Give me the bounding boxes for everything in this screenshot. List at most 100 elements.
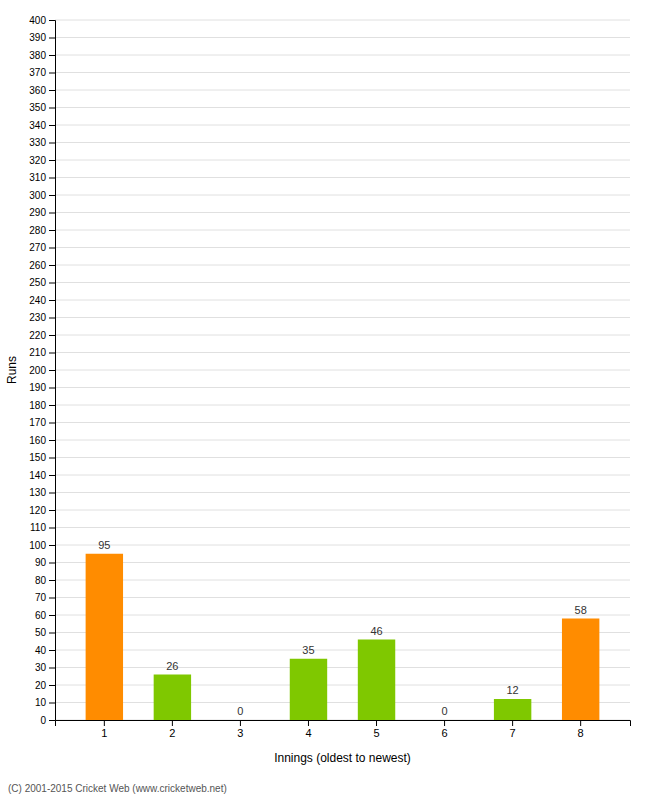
tick: 30	[35, 662, 55, 673]
tick-mark	[49, 458, 55, 459]
tick: 110	[30, 522, 55, 533]
bar	[562, 619, 599, 721]
tick-label: 280	[29, 225, 46, 236]
tick: 240	[29, 295, 55, 306]
tick: 140	[29, 470, 55, 481]
grid-line	[55, 90, 630, 91]
tick-label: 3	[237, 727, 243, 739]
tick-mark	[49, 195, 55, 196]
tick-mark	[376, 720, 377, 726]
tick: 0	[40, 715, 55, 726]
tick: 330	[29, 137, 55, 148]
grid-line	[55, 387, 630, 388]
data-label: 95	[98, 539, 110, 551]
grid-line	[55, 510, 630, 511]
grid-line	[55, 282, 630, 283]
data-labels: 95260354601258	[98, 539, 587, 717]
tick-mark	[49, 73, 55, 74]
grid-line	[55, 230, 630, 231]
tick-label: 230	[29, 312, 46, 323]
tick-label: 110	[30, 522, 46, 533]
bar	[426, 720, 463, 721]
tick-mark	[49, 685, 55, 686]
tick-mark	[49, 108, 55, 109]
tick-mark	[49, 265, 55, 266]
grid-line	[55, 667, 630, 668]
axis-line	[49, 21, 56, 721]
tick-mark	[49, 125, 55, 126]
tick-mark	[49, 178, 55, 179]
tick: 360	[29, 85, 55, 96]
tick: 250	[29, 277, 55, 288]
tick-mark	[49, 230, 55, 231]
grid-line	[55, 317, 630, 318]
tick: 3	[237, 720, 243, 739]
tick-mark	[49, 545, 55, 546]
tick-mark	[512, 720, 513, 726]
tick: 300	[29, 190, 55, 201]
grid-line	[55, 107, 630, 108]
tick: 220	[29, 330, 55, 341]
tick-mark	[49, 633, 55, 634]
tick-mark	[49, 388, 55, 389]
tick-label: 90	[35, 557, 47, 568]
bar	[86, 554, 123, 720]
tick-label: 200	[29, 365, 46, 376]
grid-line	[55, 702, 630, 703]
tick-label: 60	[35, 610, 47, 621]
tick-label: 260	[29, 260, 46, 271]
tick-mark	[49, 650, 55, 651]
grid-line	[55, 405, 630, 406]
axis-line	[56, 721, 631, 727]
tick-mark	[49, 318, 55, 319]
tick-label: 380	[29, 50, 46, 61]
tick: 10	[35, 697, 55, 708]
tick-mark	[49, 300, 55, 301]
tick: 190	[29, 382, 55, 393]
grid-line	[55, 580, 630, 581]
tick-label: 80	[35, 575, 47, 586]
tick: 400	[29, 15, 55, 26]
grid-line	[55, 632, 630, 633]
tick: 90	[35, 557, 55, 568]
tick: 270	[29, 242, 55, 253]
tick-label: 0	[40, 715, 46, 726]
tick: 2	[169, 720, 175, 739]
grid-line	[55, 265, 630, 266]
grid-line	[55, 440, 630, 441]
footer: (C) 2001-2015 Cricket Web (www.cricketwe…	[8, 783, 227, 794]
tick-mark	[49, 283, 55, 284]
tick: 200	[29, 365, 55, 376]
tick-mark	[49, 143, 55, 144]
x-axis: 12345678	[56, 720, 631, 739]
data-label: 12	[506, 684, 518, 696]
tick-mark	[580, 720, 581, 726]
tick-label: 130	[29, 487, 46, 498]
tick-mark	[49, 370, 55, 371]
tick-label: 7	[510, 727, 516, 739]
grid-line	[55, 650, 630, 651]
grid-line	[55, 300, 630, 301]
tick-label: 4	[305, 727, 311, 739]
tick-mark	[49, 353, 55, 354]
grid-line	[55, 160, 630, 161]
tick-label: 5	[373, 727, 379, 739]
tick: 6	[442, 720, 448, 739]
tick: 70	[35, 592, 55, 603]
tick-label: 190	[29, 382, 46, 393]
grid-line	[55, 545, 630, 546]
bar	[494, 699, 531, 720]
tick: 320	[29, 155, 55, 166]
tick-label: 40	[35, 645, 47, 656]
grid-line	[55, 685, 630, 686]
tick-mark	[49, 580, 55, 581]
tick: 8	[578, 720, 584, 739]
tick-mark	[49, 90, 55, 91]
grid-line	[55, 457, 630, 458]
tick-label: 400	[29, 15, 46, 26]
data-label: 0	[237, 705, 243, 717]
tick-mark	[49, 668, 55, 669]
grid-line	[55, 37, 630, 38]
tick: 100	[29, 540, 55, 551]
tick-label: 320	[29, 155, 46, 166]
